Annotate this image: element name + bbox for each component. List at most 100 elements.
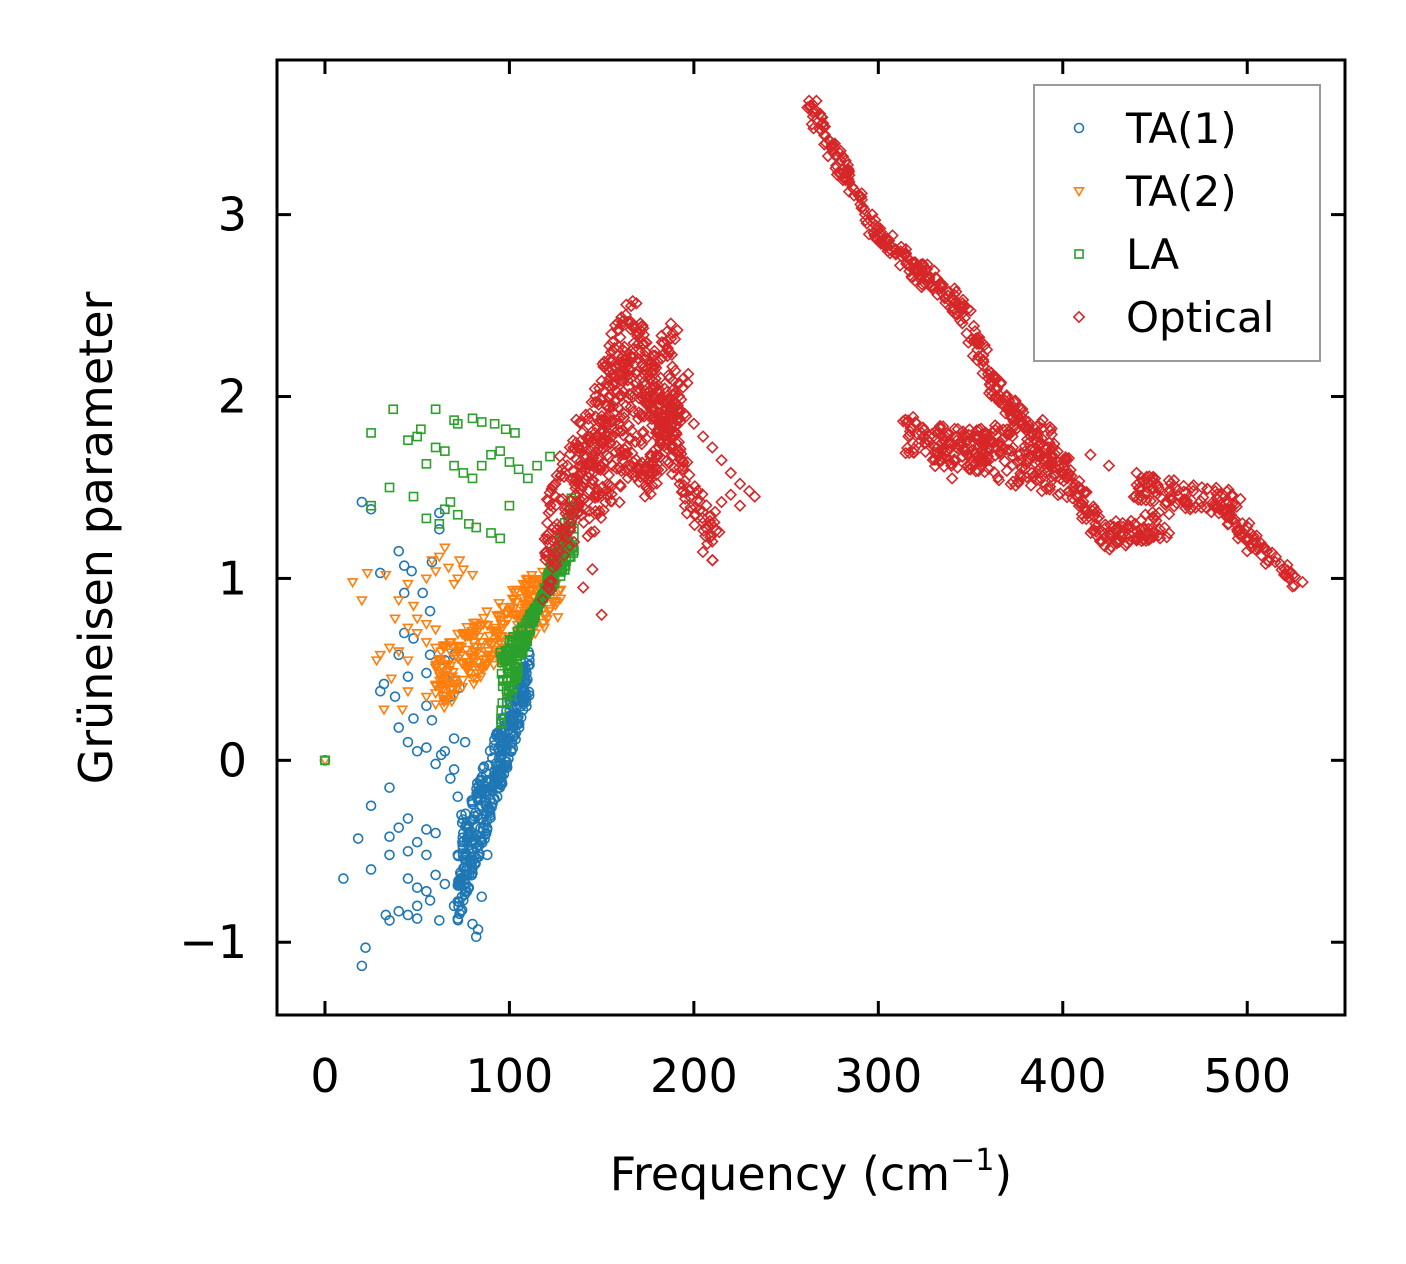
data-point-optical: [834, 167, 848, 181]
data-point-ta-1-: [458, 895, 469, 906]
data-point-optical: [540, 516, 554, 530]
data-point-optical: [1023, 422, 1036, 436]
data-point-ta-1-: [481, 849, 493, 861]
data-point-optical: [638, 360, 652, 373]
data-point-optical: [657, 394, 671, 408]
data-point-optical: [549, 477, 562, 491]
data-point-la: [504, 500, 515, 511]
data-point-optical: [616, 424, 630, 437]
data-point-optical: [595, 374, 608, 388]
data-point-ta-2-: [455, 642, 468, 653]
data-point-la: [430, 404, 441, 415]
data-point-la: [408, 491, 419, 502]
axis-ticks: 0 100 200 300 400 500 −1 0 1 2 3: [179, 60, 1345, 1103]
data-point-ta-2-: [392, 647, 405, 658]
data-point-optical: [814, 110, 828, 123]
data-point-ta-1-: [481, 789, 493, 800]
data-point-optical: [588, 382, 602, 396]
data-point-optical: [818, 138, 831, 151]
data-point-ta-1-: [471, 788, 482, 799]
data-point-optical: [611, 316, 625, 329]
data-point-optical: [1120, 536, 1134, 550]
data-point-ta-2-: [473, 632, 486, 643]
data-point-optical: [997, 441, 1011, 455]
data-point-optical: [627, 336, 641, 350]
data-point-ta-1-: [402, 736, 414, 748]
data-point-optical: [1093, 534, 1107, 548]
data-point-ta-1-: [493, 732, 504, 744]
data-point-optical: [643, 395, 656, 408]
data-point-optical: [956, 450, 969, 463]
data-point-optical: [1230, 500, 1243, 514]
data-point-ta-1-: [474, 775, 486, 787]
data-point-optical: [551, 522, 564, 536]
data-point-optical: [650, 477, 664, 490]
data-point-la: [509, 658, 519, 669]
data-point-optical: [907, 442, 921, 456]
data-point-optical: [900, 441, 914, 455]
data-point-optical: [591, 442, 605, 456]
data-point-ta-1-: [360, 942, 371, 953]
data-point-optical: [1140, 470, 1153, 484]
data-point-la: [388, 404, 399, 415]
data-point-ta-1-: [365, 800, 377, 812]
data-point-ta-2-: [445, 697, 458, 708]
data-point-optical: [634, 470, 647, 484]
legend-marker-ta-1-: [1073, 122, 1085, 134]
data-point-optical: [906, 410, 920, 424]
data-point-optical: [657, 336, 671, 350]
data-point-optical: [945, 472, 959, 485]
data-point-ta-1-: [454, 908, 465, 920]
data-point-optical: [972, 423, 986, 437]
data-point-optical: [978, 427, 992, 441]
data-point-la: [507, 637, 518, 647]
x-tick-label: 400: [1019, 1049, 1107, 1103]
data-point-optical: [608, 376, 621, 389]
data-point-optical: [1059, 451, 1072, 464]
data-point-ta-2-: [420, 638, 433, 649]
data-point-optical: [640, 366, 654, 380]
data-point-optical: [622, 362, 636, 376]
data-point-ta-1-: [356, 960, 368, 972]
data-point-optical: [676, 381, 690, 394]
data-point-ta-2-: [477, 655, 489, 666]
data-point-optical: [1082, 506, 1096, 520]
data-point-optical: [684, 501, 697, 514]
data-point-la: [504, 457, 515, 467]
data-point-la: [366, 500, 376, 511]
data-point-optical: [972, 337, 986, 351]
y-tick-label: 1: [218, 551, 247, 605]
data-point-ta-2-: [471, 669, 484, 680]
data-point-optical: [588, 525, 601, 538]
data-point-optical: [613, 331, 627, 344]
data-point-optical: [1137, 521, 1151, 534]
data-point-optical: [1236, 517, 1249, 530]
data-point-optical: [991, 471, 1005, 484]
data-point-optical: [855, 193, 869, 207]
data-point-optical: [681, 367, 695, 381]
data-point-optical: [936, 278, 949, 291]
data-point-ta-2-: [468, 630, 481, 641]
data-point-ta-1-: [393, 822, 405, 833]
data-point-ta-2-: [438, 703, 451, 714]
data-point-ta-2-: [407, 601, 420, 612]
data-point-optical: [985, 436, 999, 449]
data-point-optical: [1033, 449, 1047, 463]
data-point-optical: [651, 430, 664, 444]
data-point-optical: [665, 467, 679, 481]
data-point-optical: [1013, 447, 1027, 461]
data-point-optical: [867, 225, 881, 239]
data-point-ta-2-: [450, 679, 462, 690]
data-point-optical: [926, 282, 940, 296]
data-point-optical: [982, 441, 995, 454]
data-point-optical: [972, 350, 985, 363]
data-point-ta-2-: [507, 595, 520, 606]
data-point-optical: [619, 447, 632, 461]
data-point-ta-1-: [467, 918, 478, 930]
data-point-la: [503, 685, 514, 696]
data-point-ta-1-: [521, 690, 532, 702]
data-point-optical: [589, 389, 602, 403]
data-point-optical: [901, 258, 915, 272]
data-point-optical: [638, 470, 652, 484]
data-point-optical: [553, 535, 566, 549]
